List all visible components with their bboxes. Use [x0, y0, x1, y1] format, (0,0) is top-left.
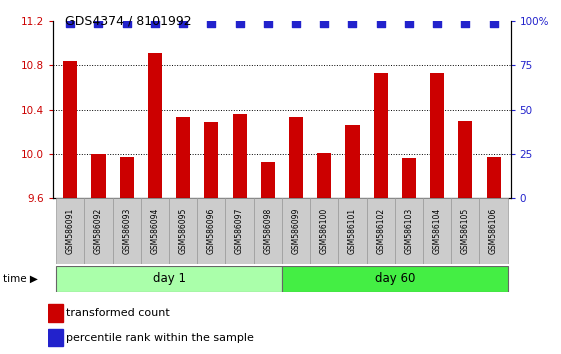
Bar [63, 61, 77, 198]
FancyBboxPatch shape [366, 198, 395, 264]
Bar [204, 122, 218, 198]
Text: GSM586092: GSM586092 [94, 208, 103, 254]
Point [235, 20, 244, 26]
Bar [232, 114, 247, 198]
Bar [261, 162, 275, 198]
Bar [91, 154, 105, 198]
FancyBboxPatch shape [254, 198, 282, 264]
Bar [48, 304, 63, 322]
Text: GSM586098: GSM586098 [263, 208, 272, 254]
Bar [374, 73, 388, 198]
Text: GSM586093: GSM586093 [122, 208, 131, 254]
FancyBboxPatch shape [423, 198, 451, 264]
Point [263, 20, 272, 26]
FancyBboxPatch shape [169, 198, 197, 264]
Point [489, 20, 498, 26]
FancyBboxPatch shape [451, 198, 480, 264]
FancyBboxPatch shape [282, 266, 508, 292]
Point [320, 20, 329, 26]
FancyBboxPatch shape [226, 198, 254, 264]
Text: GSM586094: GSM586094 [150, 208, 159, 254]
Point [433, 20, 442, 26]
FancyBboxPatch shape [480, 198, 508, 264]
Text: GDS4374 / 8101992: GDS4374 / 8101992 [65, 14, 191, 27]
Point [150, 20, 159, 26]
Point [376, 20, 385, 26]
Bar [317, 153, 332, 198]
FancyBboxPatch shape [395, 198, 423, 264]
Text: GSM586096: GSM586096 [207, 208, 216, 254]
Bar [176, 118, 190, 198]
Text: GSM586097: GSM586097 [235, 208, 244, 254]
Point [178, 20, 187, 26]
Point [348, 20, 357, 26]
FancyBboxPatch shape [141, 198, 169, 264]
Text: GSM586099: GSM586099 [292, 208, 301, 254]
Text: GSM586103: GSM586103 [404, 208, 413, 254]
Bar [48, 329, 63, 347]
Text: GSM586102: GSM586102 [376, 208, 385, 254]
Bar [486, 157, 500, 198]
Point [122, 20, 131, 26]
Point [66, 20, 75, 26]
Bar [458, 121, 472, 198]
FancyBboxPatch shape [84, 198, 113, 264]
Text: GSM586104: GSM586104 [433, 208, 442, 254]
Text: GSM586100: GSM586100 [320, 208, 329, 254]
Text: GSM586106: GSM586106 [489, 208, 498, 254]
Point [404, 20, 413, 26]
Text: percentile rank within the sample: percentile rank within the sample [66, 332, 254, 343]
Bar [402, 159, 416, 198]
Bar [346, 125, 360, 198]
Bar [430, 73, 444, 198]
Text: time ▶: time ▶ [3, 274, 38, 284]
FancyBboxPatch shape [338, 198, 366, 264]
FancyBboxPatch shape [56, 198, 84, 264]
Text: GSM586095: GSM586095 [178, 208, 187, 254]
Text: GSM586101: GSM586101 [348, 208, 357, 254]
Text: day 1: day 1 [153, 272, 186, 285]
Bar [289, 118, 303, 198]
Point [292, 20, 301, 26]
Text: day 60: day 60 [375, 272, 415, 285]
Point [94, 20, 103, 26]
Point [207, 20, 216, 26]
FancyBboxPatch shape [56, 266, 282, 292]
Text: GSM586105: GSM586105 [461, 208, 470, 254]
Text: GSM586091: GSM586091 [66, 208, 75, 254]
Text: transformed count: transformed count [66, 308, 169, 318]
Point [461, 20, 470, 26]
FancyBboxPatch shape [310, 198, 338, 264]
FancyBboxPatch shape [113, 198, 141, 264]
Bar [148, 53, 162, 198]
Bar [119, 157, 134, 198]
FancyBboxPatch shape [282, 198, 310, 264]
FancyBboxPatch shape [197, 198, 226, 264]
